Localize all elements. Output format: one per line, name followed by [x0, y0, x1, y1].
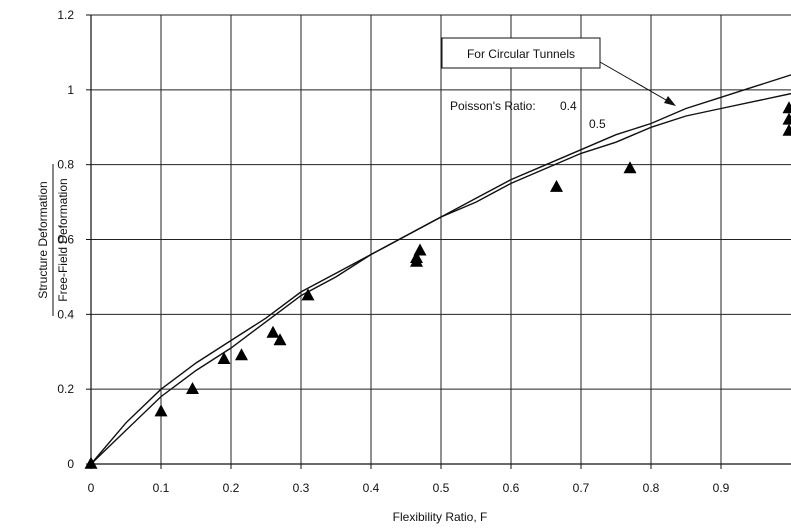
- poisson-value-04: 0.4: [560, 99, 577, 113]
- x-tick-label-2: 0.2: [223, 481, 240, 495]
- x-tick-label-4: 0.4: [363, 481, 380, 495]
- y-tick-label-0: 0: [67, 457, 74, 471]
- y-tick-label-3: 0.6: [57, 233, 74, 247]
- data-point-triangle-9: [410, 251, 423, 263]
- data-point-triangle-2: [186, 382, 199, 394]
- data-point-triangle-7: [301, 288, 315, 301]
- annotation-arrowhead: [664, 96, 676, 106]
- x-tick-label-7: 0.7: [573, 481, 590, 495]
- x-tick-label-8: 0.8: [643, 481, 660, 495]
- y-tick-label-1: 0.2: [57, 382, 74, 396]
- data-point-triangle-6: [273, 333, 287, 346]
- x-tick-label-9: 0.9: [713, 481, 730, 495]
- grid: [91, 14, 791, 464]
- x-tick-label-1: 0.1: [153, 481, 170, 495]
- x-tick-label-3: 0.3: [293, 481, 310, 495]
- data-point-triangle-11: [550, 179, 563, 192]
- y-tick-labels: 0 0.2 0.4 0.6 0.8 1 1.2: [57, 8, 74, 471]
- series-lines: [90, 74, 791, 465]
- y-axis-title-denominator: Free-Field Deformation: [56, 178, 70, 301]
- data-point-triangle-14: [782, 112, 791, 125]
- x-tick-label-5: 0.5: [433, 481, 450, 495]
- curve-poisson-05: [90, 92, 791, 465]
- data-point-triangle-12: [623, 161, 637, 174]
- data-point-triangle-5: [266, 325, 280, 338]
- annotation-box-label: For Circular Tunnels: [467, 47, 575, 61]
- data-point-triangle-10: [413, 243, 427, 256]
- data-markers: [84, 101, 791, 469]
- annotation-arrow-line: [599, 61, 674, 105]
- y-tick-label-2: 0.4: [57, 307, 74, 321]
- poisson-value-05: 0.5: [589, 117, 606, 131]
- y-axis-title: Structure Deformation Free-Field Deforma…: [36, 164, 70, 316]
- y-axis-title-numerator: Structure Deformation: [36, 181, 50, 298]
- y-tick-label-4: 0.8: [57, 158, 74, 172]
- y-tick-label-5: 1: [67, 83, 74, 97]
- x-tick-labels: 0 0.1 0.2 0.3 0.4 0.5 0.6 0.7 0.8 0.9: [88, 481, 730, 495]
- poisson-ratio-label: Poisson's Ratio:: [450, 99, 536, 113]
- annotation-box: [441, 37, 601, 69]
- x-axis-title: Flexibility Ratio, F: [393, 510, 488, 524]
- data-point-triangle-13: [782, 101, 791, 114]
- plot-frame: [86, 14, 791, 469]
- data-point-triangle-15: [782, 123, 791, 136]
- data-point-triangle-0: [84, 456, 98, 469]
- y-tick-label-6: 1.2: [57, 8, 74, 22]
- data-point-triangle-4: [235, 348, 248, 361]
- x-tick-label-0: 0: [88, 481, 95, 495]
- data-point-triangle-3: [217, 352, 231, 364]
- data-point-triangle-1: [154, 404, 168, 417]
- x-tick-label-6: 0.6: [503, 481, 520, 495]
